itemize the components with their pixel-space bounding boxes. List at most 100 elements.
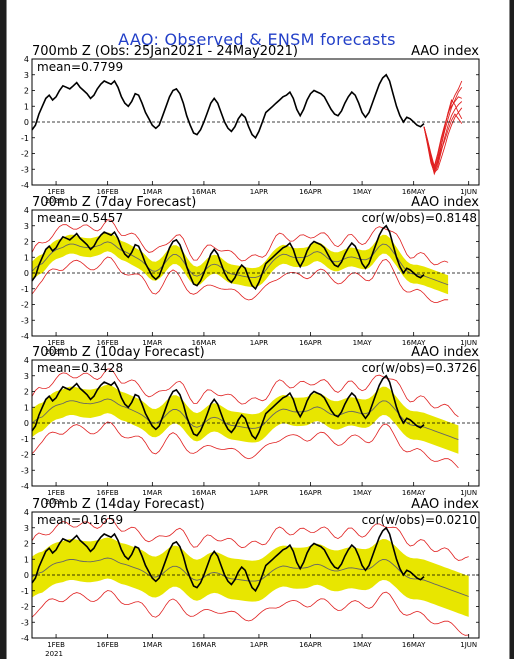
y-tick-label: 3 <box>24 222 29 231</box>
y-tick-label: -1 <box>21 134 29 143</box>
x-tick-label: 1JUN <box>460 188 477 196</box>
year-label: 2021 <box>45 348 63 356</box>
ensemble-mean-line <box>31 398 459 441</box>
forecast-member-7 <box>423 113 463 171</box>
correlation-label: cor(w/obs)=0.3726 <box>362 361 477 375</box>
y-tick-label: 4 <box>24 508 29 517</box>
x-tick-label: 16APR <box>299 641 322 649</box>
x-tick-label: 1APR <box>250 489 268 497</box>
correlation-label: cor(w/obs)=0.0210 <box>362 513 477 527</box>
ensemble-min-line <box>31 421 459 469</box>
x-tick-label: 16MAY <box>402 641 426 649</box>
ensemble-min-line <box>31 256 449 303</box>
figure-title: AAO: Observed & ENSM forecasts <box>118 30 396 49</box>
y-tick-label: 0 <box>24 419 29 428</box>
x-tick-label: 1MAY <box>353 339 373 347</box>
y-tick-label: 1 <box>24 253 29 262</box>
y-tick-label: -4 <box>21 332 29 341</box>
x-tick-label: 16APR <box>299 188 322 196</box>
x-tick-label: 16APR <box>299 489 322 497</box>
ensemble-mean-line <box>31 241 449 286</box>
x-tick-label: 1APR <box>250 641 268 649</box>
x-tick-label: 1JUN <box>460 641 477 649</box>
mean-label: mean=0.3428 <box>37 361 123 375</box>
index-label: AAO index <box>411 44 479 59</box>
y-tick-label: 2 <box>24 238 29 247</box>
y-tick-label: -3 <box>21 165 29 174</box>
mean-label: mean=0.1659 <box>37 513 123 527</box>
y-tick-label: 1 <box>24 102 29 111</box>
mean-label: mean=0.7799 <box>37 60 123 74</box>
y-tick-label: -3 <box>21 618 29 627</box>
x-tick-label: 16MAR <box>192 489 217 497</box>
x-tick-label: 1MAR <box>142 339 162 347</box>
x-tick-label: 1JUN <box>460 339 477 347</box>
x-tick-label: 1MAR <box>142 188 162 196</box>
y-tick-label: 4 <box>24 55 29 64</box>
mean-label: mean=0.5457 <box>37 211 123 225</box>
y-tick-label: 0 <box>24 571 29 580</box>
y-tick-label: -1 <box>21 587 29 596</box>
x-tick-label: 1FEB <box>47 188 65 196</box>
y-tick-label: -2 <box>21 451 29 460</box>
y-tick-label: 0 <box>24 269 29 278</box>
x-tick-label: 16MAY <box>402 188 426 196</box>
x-tick-label: 1FEB <box>47 641 65 649</box>
y-tick-label: -1 <box>21 435 29 444</box>
y-tick-label: 3 <box>24 372 29 381</box>
year-label: 2021 <box>45 197 63 205</box>
observed-line <box>31 73 425 140</box>
y-tick-label: 1 <box>24 403 29 412</box>
ensemble-max-line <box>31 219 449 266</box>
x-tick-label: 1MAY <box>353 188 373 196</box>
chart-panel-3: 700mb Z (10day Forecast) AAO index -4 -3 -2 -… <box>21 345 480 506</box>
y-tick-label: -4 <box>21 181 29 190</box>
y-tick-label: -3 <box>21 316 29 325</box>
x-tick-label: 16FEB <box>97 339 119 347</box>
x-tick-label: 1MAR <box>142 489 162 497</box>
x-tick-label: 16FEB <box>97 489 119 497</box>
y-tick-label: -2 <box>21 150 29 159</box>
x-tick-label: 1MAY <box>353 641 373 649</box>
x-tick-label: 1FEB <box>47 489 65 497</box>
y-tick-label: 0 <box>24 118 29 127</box>
x-tick-label: 1FEB <box>47 339 65 347</box>
chart-panel-1: 700mb Z (Obs: 25Jan2021 - 24May2021) AAO … <box>21 44 480 205</box>
observed-line <box>31 224 425 291</box>
y-tick-label: 2 <box>24 388 29 397</box>
correlation-label: cor(w/obs)=0.8148 <box>362 211 477 225</box>
chart-panel-2: 700mb Z (7day Forecast) AAO index -4 -3 -2 -1… <box>21 195 480 356</box>
y-tick-label: -3 <box>21 466 29 475</box>
y-tick-label: -2 <box>21 301 29 310</box>
y-tick-label: -1 <box>21 285 29 294</box>
x-tick-label: 1APR <box>250 339 268 347</box>
y-tick-label: 2 <box>24 87 29 96</box>
forecast-member-5 <box>423 98 463 170</box>
x-tick-label: 16MAY <box>402 489 426 497</box>
x-tick-label: 1JUN <box>460 489 477 497</box>
y-tick-label: 2 <box>24 540 29 549</box>
x-tick-label: 16MAY <box>402 339 426 347</box>
chart-panel-4: 700mb Z (14day Forecast) AAO index -4 -3 -2 -… <box>21 497 480 658</box>
x-tick-label: 1APR <box>250 188 268 196</box>
observed-line <box>31 374 425 441</box>
index-label: AAO index <box>411 195 479 210</box>
panel-title: 700mb Z (Obs: 25Jan2021 - 24May2021) <box>32 44 298 59</box>
y-tick-label: 3 <box>24 71 29 80</box>
ensemble-min-line <box>31 590 469 636</box>
ensemble-mean-line <box>31 557 469 597</box>
panel-title: 700mb Z (14day Forecast) <box>32 497 205 512</box>
y-tick-label: -2 <box>21 603 29 612</box>
panel-title: 700mb Z (7day Forecast) <box>32 195 196 210</box>
y-tick-label: -4 <box>21 634 29 643</box>
y-tick-label: -4 <box>21 482 29 491</box>
year-label: 2021 <box>45 498 63 506</box>
x-tick-label: 1MAR <box>142 641 162 649</box>
x-tick-label: 1MAY <box>353 489 373 497</box>
x-tick-label: 16MAR <box>192 188 217 196</box>
x-tick-label: 16FEB <box>97 188 119 196</box>
forecast-member-6 <box>423 96 462 174</box>
y-tick-label: 4 <box>24 356 29 365</box>
